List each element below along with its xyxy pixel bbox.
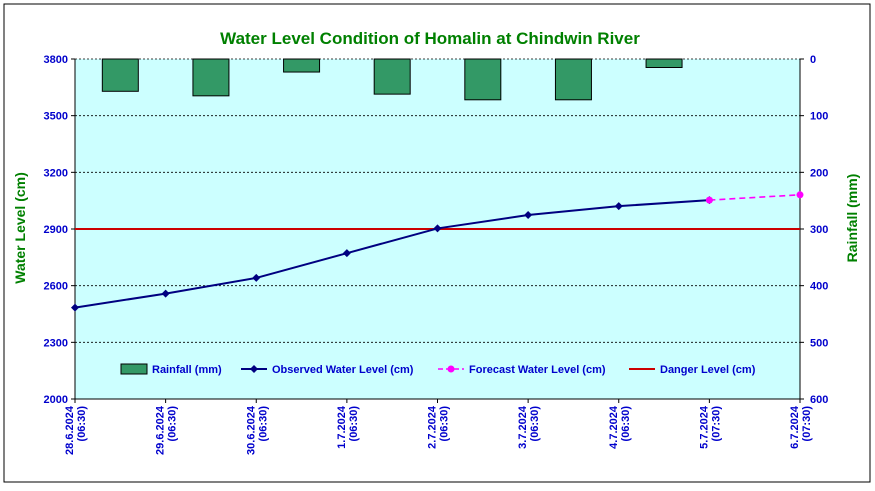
legend-danger-label: Danger Level (cm) bbox=[660, 364, 756, 376]
rainfall-bar bbox=[554, 58, 592, 101]
x-tick-label-time: (06:30) bbox=[439, 406, 451, 442]
legend: Rainfall (mm) Observed Water Level (cm) Fo… bbox=[120, 363, 756, 376]
x-tick-label-time: (06:30) bbox=[76, 406, 88, 442]
y-right-tick-label: 400 bbox=[810, 281, 828, 293]
x-tick-label-date: 3.7.2024 bbox=[517, 405, 529, 449]
x-tick-label-group: 1.7.2024 (06:30) bbox=[336, 405, 360, 449]
x-tick-label-date: 2.7.2024 bbox=[427, 405, 439, 449]
x-tick-label-group: 30.6.2024 (06:30) bbox=[245, 405, 269, 455]
x-tick-label-date: 6.7.2024 bbox=[789, 405, 801, 449]
observed-point bbox=[161, 289, 170, 298]
y-right-tick-label: 300 bbox=[810, 224, 828, 236]
x-tick-label-time: (06:30) bbox=[620, 406, 632, 442]
y-right-tick-label: 100 bbox=[810, 111, 828, 123]
observed-point bbox=[433, 224, 442, 233]
legend-rainfall-label: Rainfall (mm) bbox=[152, 364, 222, 376]
x-tick-label-date: 30.6.2024 bbox=[245, 405, 257, 455]
y-left-tick-label: 3800 bbox=[44, 54, 68, 66]
rainfall-bar bbox=[101, 58, 139, 92]
x-tick-label-date: 5.7.2024 bbox=[698, 405, 710, 449]
x-tick-label-group: 4.7.2024 (06:30) bbox=[608, 405, 632, 449]
legend-forecast-label: Forecast Water Level (cm) bbox=[469, 364, 606, 376]
y-left-tick-label: 2000 bbox=[44, 394, 68, 406]
y-left-tick-label: 2300 bbox=[44, 337, 68, 349]
observed-water-level-line bbox=[74, 199, 710, 309]
observed-point bbox=[342, 249, 351, 258]
y-left-tick-label: 3200 bbox=[44, 167, 68, 179]
forecast-point bbox=[705, 196, 713, 204]
legend-rainfall-swatch bbox=[120, 363, 148, 375]
y-right-tick-label: 600 bbox=[810, 394, 828, 406]
x-tick-label-time: (06:30) bbox=[348, 406, 360, 442]
rainfall-bar bbox=[192, 58, 230, 97]
x-tick-label-date: 1.7.2024 bbox=[336, 405, 348, 449]
y-right-tick-label: 200 bbox=[810, 167, 828, 179]
y-right-tick-label: 500 bbox=[810, 337, 828, 349]
forecast-point bbox=[796, 191, 804, 199]
rainfall-bar bbox=[464, 58, 502, 101]
x-tick-label-date: 29.6.2024 bbox=[155, 405, 167, 455]
chart-title: Water Level Condition of Homalin at Chin… bbox=[220, 29, 640, 48]
y-left-tick-label: 2600 bbox=[44, 281, 68, 293]
rainfall-bar bbox=[283, 58, 321, 73]
y-axis-left-label: Water Level (cm) bbox=[12, 172, 28, 284]
x-tick-label-group: 6.7.2024 (07:30) bbox=[789, 405, 813, 449]
x-tick-label-group: 5.7.2024 (07:30) bbox=[698, 405, 722, 449]
x-tick-label-time: (06:30) bbox=[167, 406, 179, 442]
y-right-tick-label: 0 bbox=[810, 54, 816, 66]
legend-observed-label: Observed Water Level (cm) bbox=[272, 364, 414, 376]
x-tick-label-group: 28.6.2024 (06:30) bbox=[64, 405, 88, 455]
forecast-water-level-line bbox=[709, 194, 801, 201]
rainfall-bar bbox=[373, 58, 411, 95]
y-axis-right-label: Rainfall (mm) bbox=[844, 174, 860, 263]
x-tick-label-group: 29.6.2024 (06:30) bbox=[155, 405, 179, 455]
observed-point bbox=[524, 211, 533, 220]
legend-observed-marker bbox=[250, 365, 258, 373]
x-tick-label-time: (07:30) bbox=[801, 406, 813, 442]
x-tick-label-time: (06:30) bbox=[257, 406, 269, 442]
observed-point bbox=[71, 303, 79, 312]
x-tick-label-time: (06:30) bbox=[529, 406, 541, 442]
x-tick-label-group: 3.7.2024 (06:30) bbox=[517, 405, 541, 449]
x-tick-label-group: 2.7.2024 (06:30) bbox=[427, 405, 451, 449]
legend-forecast-marker bbox=[447, 365, 455, 373]
rainfall-bar bbox=[645, 58, 683, 68]
observed-point bbox=[614, 202, 623, 211]
x-tick-label-date: 4.7.2024 bbox=[608, 405, 620, 449]
y-left-tick-label: 2900 bbox=[44, 224, 68, 236]
y-left-tick-label: 3500 bbox=[44, 111, 68, 123]
x-tick-label-time: (07:30) bbox=[710, 406, 722, 442]
observed-point bbox=[252, 273, 261, 282]
x-tick-label-date: 28.6.2024 bbox=[64, 405, 76, 455]
